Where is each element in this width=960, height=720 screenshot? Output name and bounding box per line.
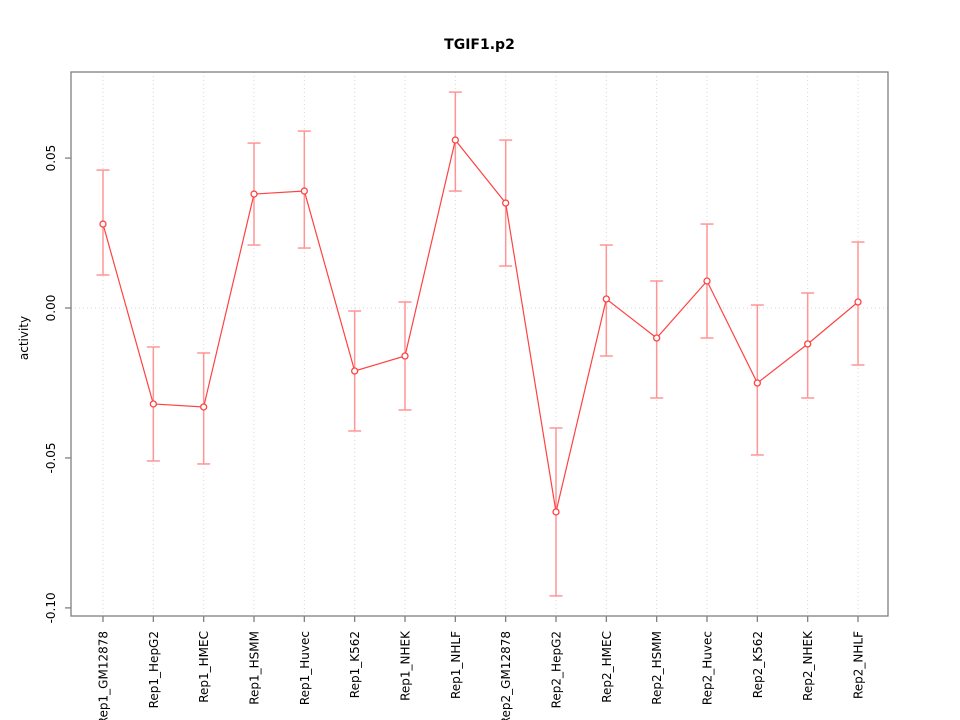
data-point-marker [703,277,711,285]
x-tick-label: Rep1_HepG2 [147,631,161,708]
data-point-marker [149,400,157,408]
x-tick-label: Rep2_K562 [751,631,765,698]
x-tick-label: Rep2_HMEC [600,631,614,703]
data-point-marker [753,379,761,387]
data-point-marker [300,187,308,195]
data-point-marker [250,190,258,198]
x-tick-label: Rep2_GM12878 [499,631,513,720]
data-point-marker [451,136,459,144]
data-point-marker [401,352,409,360]
plot-area: 0.05 0.00 -0.05 -0.10 Rep1_GM12878 Rep1_HepG2… [44,71,889,720]
data-point-marker [99,220,107,228]
x-tick-label: Rep1_Huvec [298,631,312,705]
data-point-marker [602,295,610,303]
x-tick-label: Rep2_HSMM [650,631,664,705]
x-tick-label: Rep2_HepG2 [550,631,564,708]
data-point-marker [854,298,862,306]
x-tick-label: Rep1_HMEC [197,631,211,703]
y-tick-label: -0.05 [44,442,58,473]
data-point-marker [653,334,661,342]
series-line [102,138,859,513]
x-tick-label: Rep1_HSMM [248,631,262,705]
chart-title: TGIF1.p2 [444,37,515,53]
y-axis-label: activity [17,316,31,360]
data-point-marker [200,403,208,411]
x-tick-label: Rep1_K562 [348,631,362,698]
x-tick-label: Rep1_GM12878 [97,631,111,720]
data-point-marker [502,199,510,207]
data-point-marker [804,340,812,348]
x-tick-label: Rep2_NHLF [852,631,866,699]
y-tick-label: 0.05 [44,145,58,172]
data-point-marker [351,367,359,375]
y-tick-label: -0.10 [44,592,58,623]
x-tick-label: Rep2_Huvec [701,631,715,705]
x-tick-label: Rep1_NHEK [399,630,413,701]
y-tick-label: 0.00 [44,295,58,322]
data-point-marker [552,508,560,516]
x-tick-label: Rep2_NHEK [801,630,815,701]
plot-border [70,71,889,617]
x-tick-label: Rep1_NHLF [449,631,463,699]
